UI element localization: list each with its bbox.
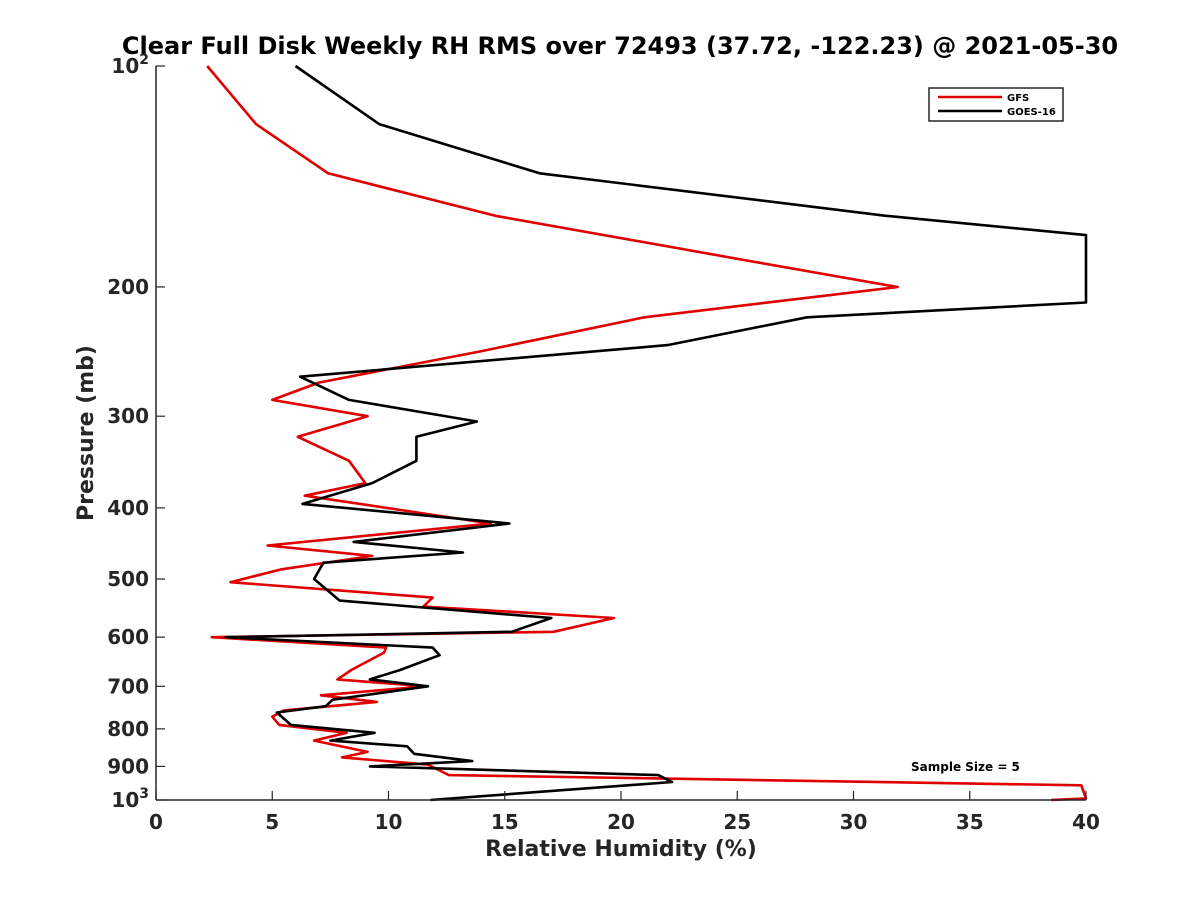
series-group <box>206 64 1088 802</box>
x-tick-label: 15 <box>491 810 519 834</box>
y-tick-label: 600 <box>107 625 149 649</box>
x-tick-label: 10 <box>375 810 403 834</box>
series-line-goes-16 <box>224 64 1088 802</box>
x-tick-label: 35 <box>956 810 984 834</box>
x-tick-label: 20 <box>607 810 635 834</box>
x-axis-label: Relative Humidity (%) <box>485 837 757 862</box>
y-tick-label: 700 <box>107 674 149 698</box>
x-tick-label: 30 <box>840 810 868 834</box>
legend-box <box>928 87 1064 122</box>
y-tick-label: 400 <box>107 496 149 520</box>
x-ticks: 0 5 10 15 20 25 30 35 40 <box>149 791 1100 834</box>
y-tick-label: 103 <box>111 786 149 812</box>
y-tick-label: 900 <box>107 754 149 778</box>
x-tick-label: 25 <box>723 810 751 834</box>
series-line-gfs <box>206 65 1088 802</box>
x-tick-label: 0 <box>149 810 163 834</box>
y-tick-label: 500 <box>107 567 149 591</box>
y-tick-label: 200 <box>107 275 149 299</box>
x-tick-label: 5 <box>265 810 279 834</box>
chart-title: Clear Full Disk Weekly RH RMS over 72493… <box>122 32 1118 60</box>
y-tick-label: 300 <box>107 404 149 428</box>
y-tick-label: 102 <box>111 52 149 78</box>
x-tick-label: 40 <box>1072 810 1100 834</box>
legend-label-goes-16: GOES-16 <box>1007 107 1056 118</box>
sample-size-annotation: Sample Size = 5 <box>911 760 1020 774</box>
y-ticks: 102 200 300 400 500 600 700 800 900 103 <box>107 52 165 812</box>
legend-label-gfs: GFS <box>1007 93 1029 104</box>
y-tick-label: 800 <box>107 717 149 741</box>
legend: GFS GOES-16 <box>928 87 1064 122</box>
y-axis-label: Pressure (mb) <box>74 345 99 521</box>
